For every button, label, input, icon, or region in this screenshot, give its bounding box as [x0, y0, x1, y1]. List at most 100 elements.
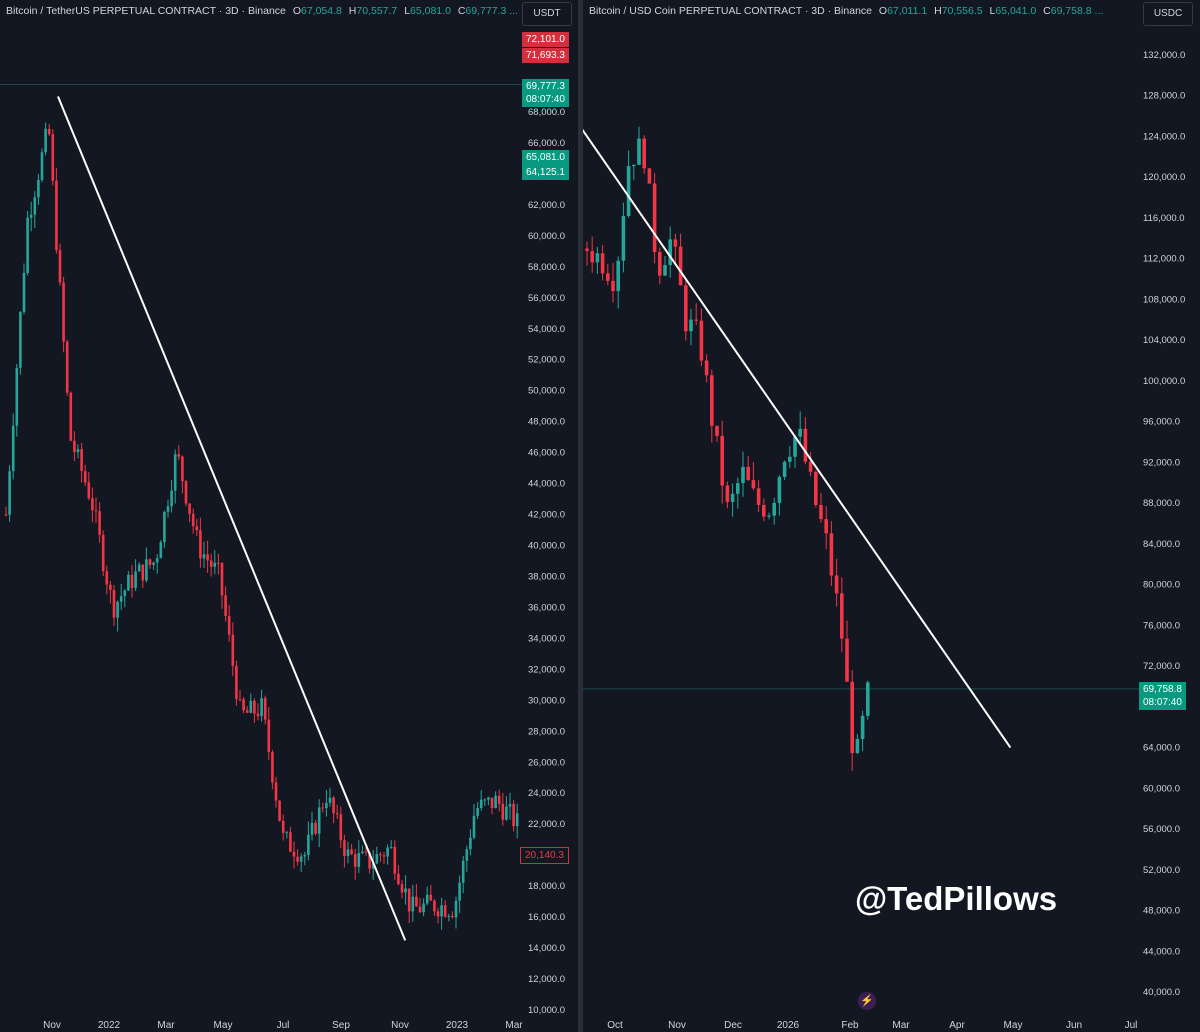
candle-body: [440, 905, 443, 917]
candle-body: [335, 813, 339, 815]
y-tick-label: 44,000.0: [528, 479, 565, 490]
y-tick-label: 92,000.0: [1143, 457, 1180, 468]
candle-body: [285, 832, 289, 834]
y-tick-label: 108,000.0: [1143, 294, 1185, 305]
candle-body: [788, 456, 792, 462]
y-tick-label: 18,000.0: [528, 881, 565, 892]
candle-body: [501, 803, 505, 820]
y-tick-label: 120,000.0: [1143, 172, 1185, 183]
y-tick-label: 72,000.0: [1143, 661, 1180, 672]
candle-body: [37, 179, 40, 198]
y-tick-label: 24,000.0: [528, 788, 565, 799]
candle-body: [451, 915, 454, 918]
candle-body: [715, 425, 719, 437]
y-tick-label: 64,000.0: [1143, 743, 1180, 754]
candle-body: [130, 574, 134, 588]
candle-body: [621, 215, 626, 261]
candle-body: [611, 280, 615, 292]
candle-body: [195, 526, 199, 531]
candle-body: [361, 851, 364, 854]
right-chart-header: Bitcoin / USD Coin PERPETUAL CONTRACT · …: [589, 5, 1103, 17]
open-value: 67,011.1: [887, 5, 928, 17]
left-chart-pane[interactable]: 10,000.0 12,000.0 14,000.0 16,000.0 18,000.0…: [0, 0, 578, 1032]
candle-body: [389, 846, 393, 848]
right-chart-canvas[interactable]: 40,000.0 44,000.0 48,000.0 52,000.0 56,000.0…: [583, 0, 1200, 1032]
candle-body: [350, 849, 353, 854]
candle-body: [191, 513, 195, 527]
y-tick-label: 40,000.0: [528, 541, 565, 552]
x-tick-label: Sep: [332, 1020, 350, 1031]
candle-body: [173, 454, 177, 491]
candle-body: [447, 915, 451, 917]
candle-body: [694, 319, 698, 321]
y-tick-label: 14,000.0: [528, 943, 565, 954]
candle-body: [375, 854, 379, 864]
y-tick-label: 52,000.0: [528, 355, 565, 366]
candle-body: [512, 803, 515, 827]
candle-body: [184, 481, 188, 504]
lightning-bolt-icon[interactable]: ⚡: [858, 992, 876, 1010]
y-tick-label: 76,000.0: [1143, 620, 1180, 631]
symbol-title: Bitcoin / USD Coin PERPETUAL CONTRACT · …: [589, 5, 872, 17]
candle-body: [339, 814, 343, 841]
candle-body: [256, 713, 260, 717]
pane-divider[interactable]: [578, 0, 583, 1032]
candle-body: [177, 454, 181, 457]
candle-body: [209, 560, 213, 567]
y-tick-label: 68,000.0: [528, 107, 565, 118]
close-value: 69,758.8 ...: [1050, 5, 1104, 17]
candle-body: [658, 252, 662, 276]
candle-body: [332, 797, 335, 814]
candle-body: [227, 616, 231, 635]
last-price-tag: 69,758.8: [1139, 682, 1186, 697]
close-label: C: [1043, 5, 1051, 17]
left-chart-canvas[interactable]: 10,000.0 12,000.0 14,000.0 16,000.0 18,000.0…: [0, 0, 578, 1032]
price-tag-high: 72,101.0: [522, 32, 569, 47]
candle-body: [202, 554, 206, 559]
price-tag-low2: 64,125.1: [522, 165, 569, 180]
y-tick-label: 38,000.0: [528, 571, 565, 582]
candle-body: [472, 815, 476, 838]
candle-body: [253, 700, 256, 714]
candle-body: [278, 800, 281, 821]
candle-body: [725, 485, 730, 502]
candle-body: [422, 903, 425, 913]
x-tick-label: 2023: [446, 1020, 469, 1031]
candle-body: [15, 367, 19, 426]
candle-body: [814, 471, 818, 506]
candle-body: [465, 849, 469, 861]
candle-body: [325, 802, 328, 809]
candle-body: [170, 490, 173, 507]
candle-body: [699, 320, 704, 361]
candle-body: [152, 562, 155, 566]
candle-body: [26, 217, 29, 273]
candle-body: [109, 584, 112, 591]
candle-body: [58, 250, 62, 283]
candle-body: [29, 214, 33, 218]
candle-body: [307, 834, 310, 855]
y-tick-label: 34,000.0: [528, 633, 565, 644]
candle-body: [47, 128, 51, 135]
candle-body: [483, 799, 487, 801]
y-tick-label: 56,000.0: [1143, 824, 1180, 835]
low-label: L: [989, 5, 996, 17]
candle-body: [461, 860, 465, 883]
candle-body: [235, 665, 238, 700]
right-chart-pane[interactable]: 40,000.0 44,000.0 48,000.0 52,000.0 56,000.0…: [583, 0, 1200, 1032]
candle-body: [11, 425, 15, 472]
currency-selector-usdc[interactable]: USDC: [1143, 2, 1193, 26]
candle-body: [458, 882, 461, 901]
y-tick-label: 96,000.0: [1143, 417, 1180, 428]
y-tick-label: 48,000.0: [1143, 906, 1180, 917]
y-tick-label: 32,000.0: [528, 664, 565, 675]
candle-body: [647, 168, 652, 184]
x-tick-label: May: [1004, 1020, 1023, 1031]
currency-selector-usdt[interactable]: USDT: [522, 2, 572, 26]
candle-body: [51, 134, 55, 181]
candle-body: [44, 128, 47, 153]
candle-body: [626, 166, 631, 216]
candle-body: [443, 905, 447, 917]
candle-body: [317, 807, 321, 834]
candle-body: [407, 888, 411, 912]
y-tick-label: 56,000.0: [528, 293, 565, 304]
